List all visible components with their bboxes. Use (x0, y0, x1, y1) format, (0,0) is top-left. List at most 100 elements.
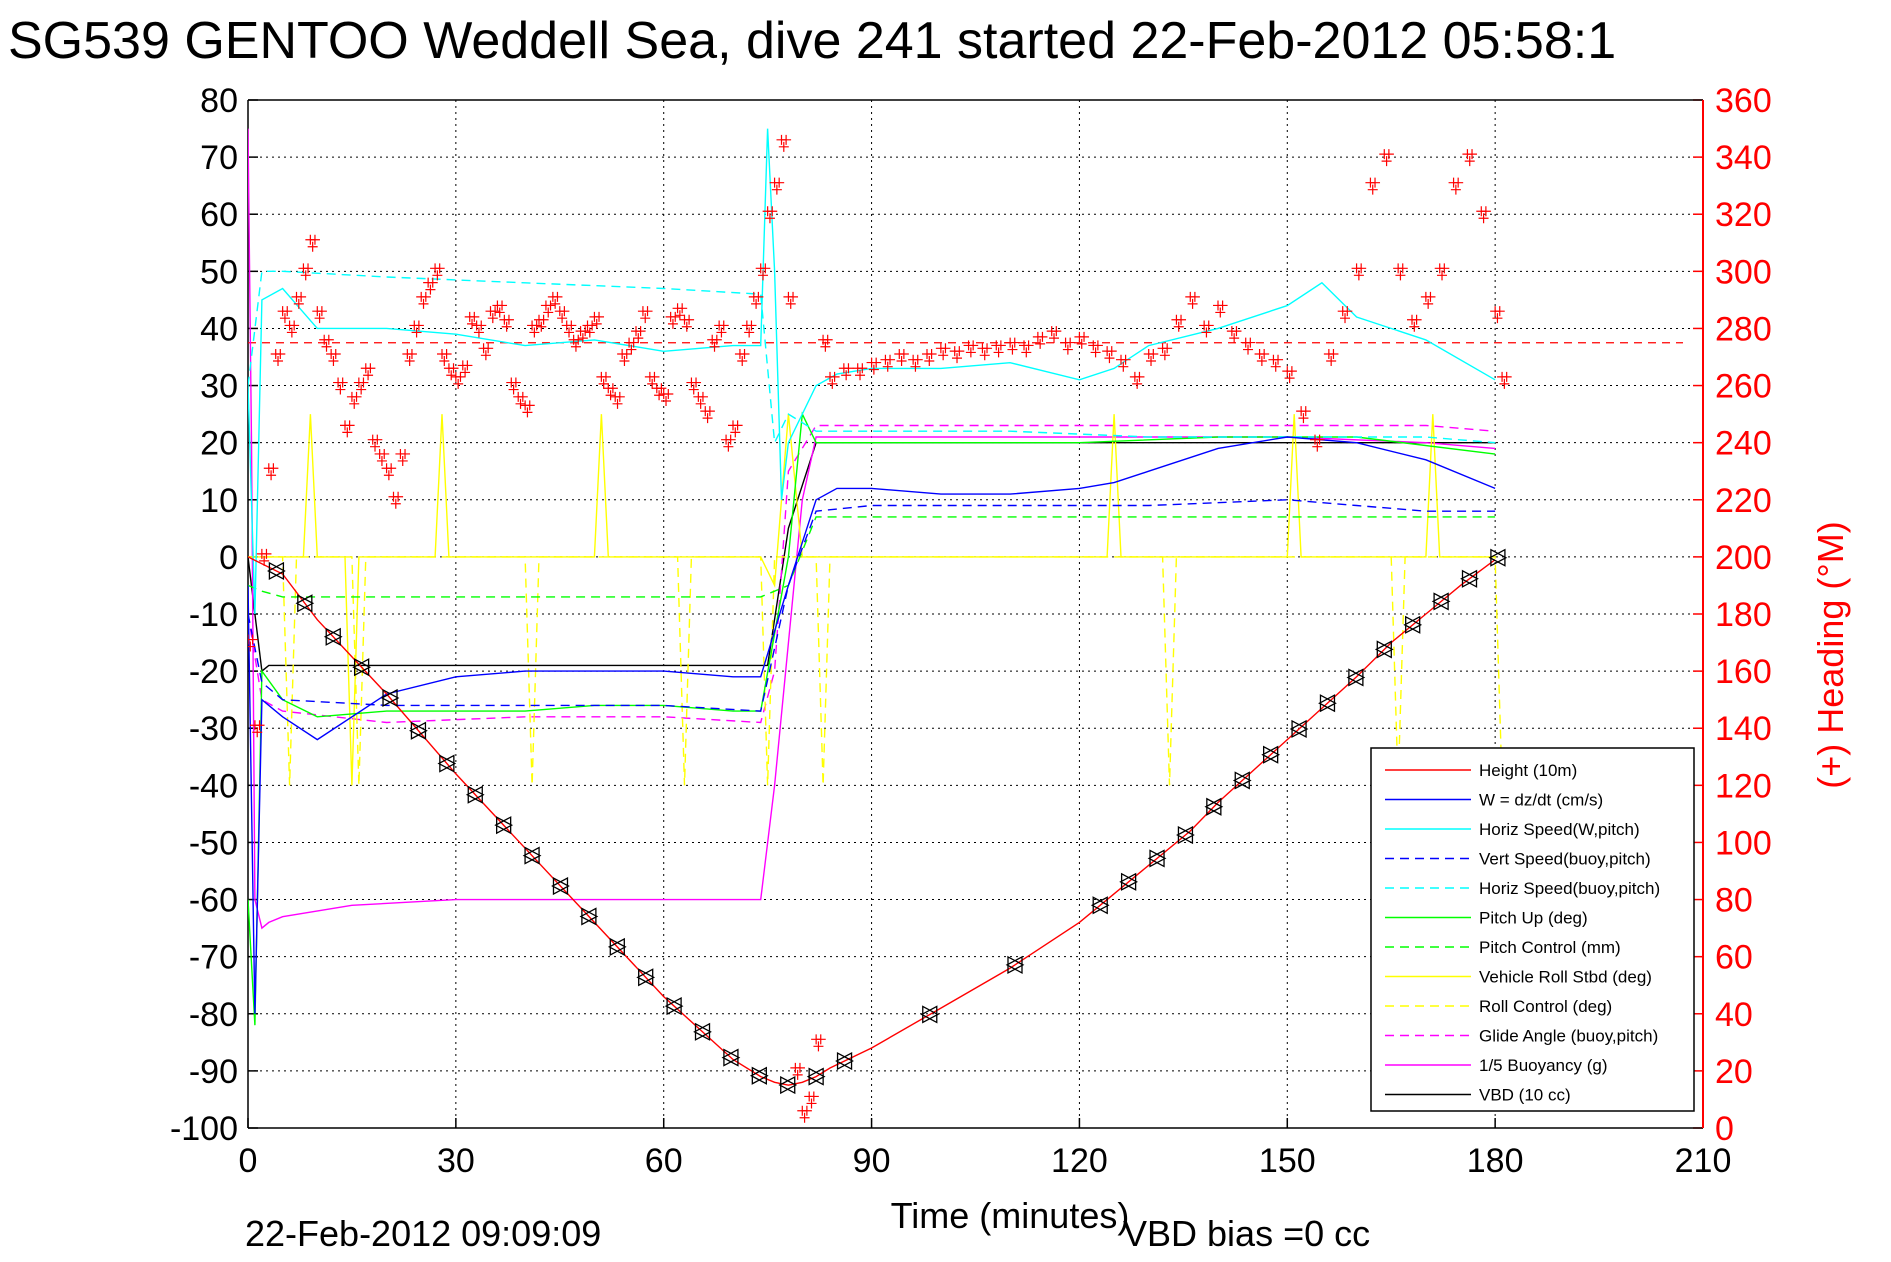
heading-point (448, 363, 459, 374)
heading-point (753, 291, 764, 302)
triangle-marker-left (721, 1048, 739, 1067)
heading-point (813, 1041, 824, 1052)
heading-point (268, 463, 279, 474)
heading-point (282, 306, 293, 317)
heading-point (497, 300, 508, 311)
heading-point (806, 1098, 817, 1109)
heading-point (275, 349, 286, 359)
heading-point (649, 371, 660, 382)
y-tick-label-left: -50 (189, 824, 238, 862)
legend-label: Vehicle Roll Stbd (deg) (1479, 968, 1652, 987)
heading-point (1021, 347, 1032, 358)
heading-point (868, 364, 879, 375)
heading-point (577, 333, 588, 344)
heading-point (827, 378, 838, 389)
y-tick-label-left: -40 (189, 767, 238, 805)
heading-point (1467, 149, 1478, 160)
heading-point (365, 363, 376, 374)
heading-point (1353, 270, 1364, 281)
heading-point (1187, 298, 1198, 309)
heading-point (1423, 298, 1434, 309)
heading-point (557, 313, 568, 324)
heading-point (441, 349, 452, 359)
y-tick-label-left: -10 (189, 596, 238, 634)
heading-point (993, 347, 1004, 358)
x-tick-label: 60 (645, 1142, 683, 1180)
heading-point (1217, 300, 1228, 311)
heading-point (1092, 340, 1103, 351)
y-tick-label-left: -90 (189, 1053, 238, 1091)
y-tick-label-left: 50 (200, 253, 238, 291)
heading-point (594, 311, 605, 322)
heading-point (600, 371, 611, 382)
heading-point (1395, 270, 1406, 281)
triangle-marker-left (295, 594, 313, 613)
legend-label: Vert Speed(buoy,pitch) (1479, 850, 1651, 869)
heading-point (584, 327, 595, 338)
y-tick-label-right: 300 (1715, 253, 1772, 291)
heading-point (1312, 441, 1323, 452)
triangle-marker-left (267, 561, 285, 581)
heading-point (739, 349, 750, 359)
heading-point (767, 206, 778, 217)
heading-point (1494, 306, 1505, 317)
heading-point (771, 184, 782, 195)
heading-point (508, 384, 519, 395)
heading-point (667, 318, 678, 329)
heading-point (1450, 184, 1461, 195)
heading-point (822, 334, 833, 345)
heading-point (940, 343, 951, 354)
heading-point (273, 356, 284, 366)
tick-labels: 0 30 60 90 120 150 180 21080706050403020100-10-… (170, 82, 1772, 1180)
y-tick-label-left: 70 (200, 139, 238, 177)
heading-point (661, 395, 672, 406)
heading-point (626, 344, 637, 355)
heading-point (494, 307, 505, 318)
series-line-2 (248, 128, 1496, 615)
heading-point (510, 377, 521, 388)
heading-point (801, 1105, 812, 1116)
heading-point (455, 371, 466, 382)
heading-point (968, 340, 979, 351)
triangle-marker-left (1460, 569, 1478, 588)
chart-title: SG539 GENTOO Weddell Sea, dive 241 start… (8, 12, 1616, 70)
y-tick-label-right: 280 (1715, 310, 1772, 348)
heading-point (746, 320, 757, 331)
heading-point (1090, 347, 1101, 358)
triangle-marker-left (551, 876, 569, 896)
x-tick-label: 0 (239, 1142, 258, 1180)
heading-point (524, 400, 535, 411)
heading-point (467, 318, 478, 329)
y-tick-label-left: -30 (189, 710, 238, 748)
y-tick-label-left: -80 (189, 996, 238, 1034)
triangle-marker-left (1232, 771, 1250, 790)
triangle-marker-left (693, 1022, 711, 1041)
heading-point (1215, 307, 1226, 318)
heading-point (490, 306, 501, 317)
heading-point (411, 327, 422, 338)
heading-point (330, 349, 341, 359)
heading-point (674, 310, 685, 321)
right-axis-label: (+) Heading (°M) (1810, 521, 1851, 788)
heading-point (434, 263, 445, 274)
heading-point (1425, 291, 1436, 302)
heading-point (321, 341, 332, 352)
triangle-marker-left (323, 627, 341, 646)
heading-point (266, 470, 277, 481)
heading-point (1314, 434, 1325, 445)
triangle-marker-left (409, 721, 427, 740)
heading-point (808, 1091, 819, 1102)
triangle-marker-left (1374, 640, 1392, 659)
heading-point (841, 370, 852, 381)
heading-point (536, 321, 547, 332)
heading-point (552, 291, 563, 302)
triangle-marker-left (1261, 745, 1279, 764)
heading-point (476, 320, 487, 331)
legend-label: VBD (10 cc) (1479, 1086, 1571, 1105)
heading-point (370, 441, 381, 452)
legend-box (1370, 747, 1695, 1112)
y-tick-label-right: 320 (1715, 196, 1772, 234)
heading-point (954, 346, 965, 357)
y-tick-label-right: 40 (1715, 996, 1753, 1034)
